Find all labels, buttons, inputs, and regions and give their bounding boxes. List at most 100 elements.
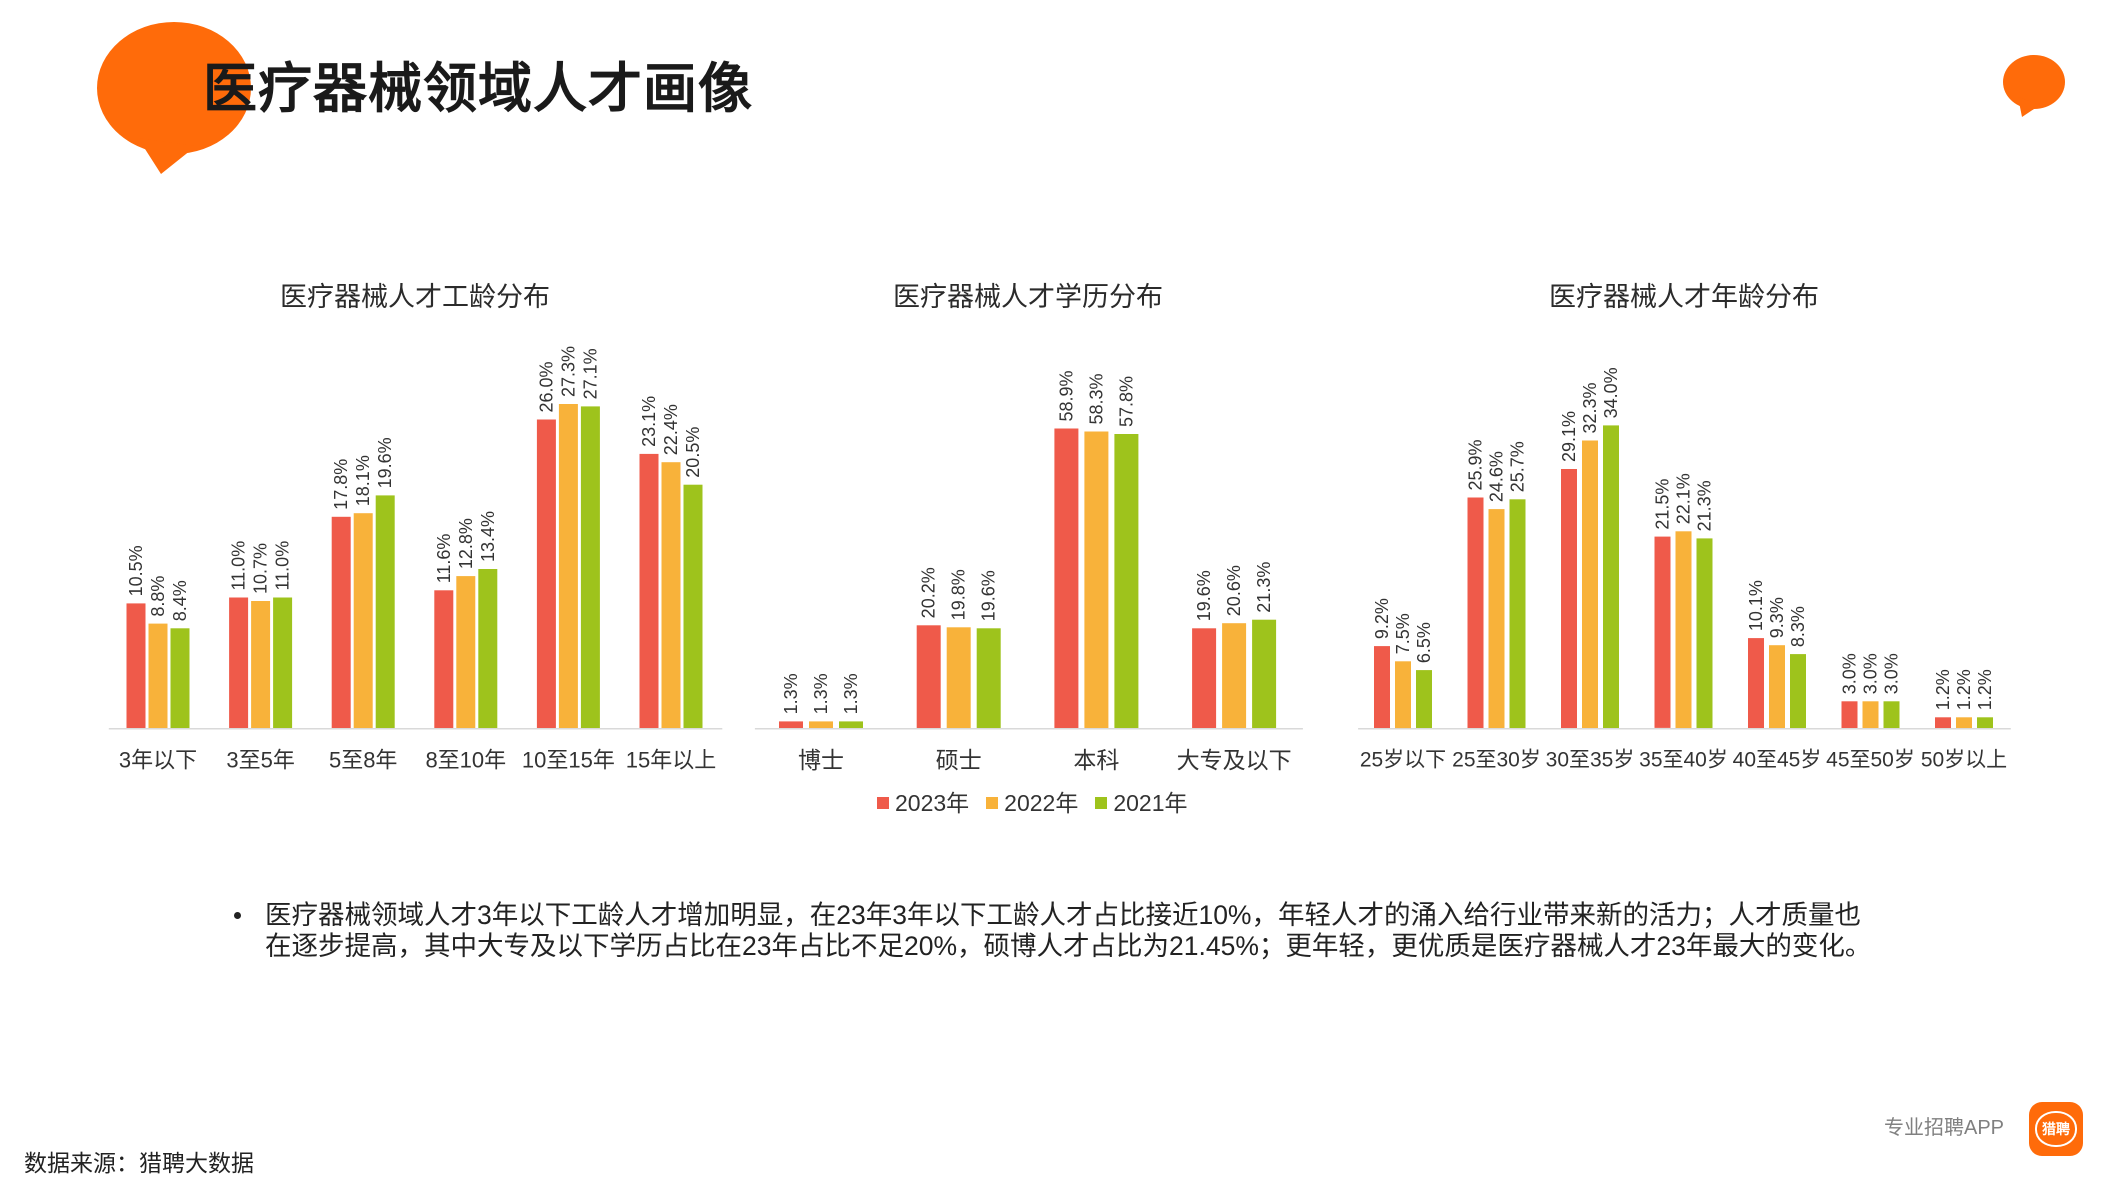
corner-bubble-tail bbox=[2018, 97, 2040, 117]
bar-series-2-category-1 bbox=[1509, 499, 1526, 728]
corner-speech-bubble-icon bbox=[2003, 55, 2065, 117]
summary-line-1: 医疗器械领域人才3年以下工龄人才增加明显，在23年3年以下工龄人才占比接近10%… bbox=[265, 900, 1861, 930]
value-label: 27.1% bbox=[580, 348, 600, 399]
value-label: 19.6% bbox=[1194, 570, 1214, 621]
value-label: 3.0% bbox=[1840, 653, 1860, 694]
legend-label-2021: 2021年 bbox=[1113, 790, 1188, 816]
bar-series-2-category-0 bbox=[839, 721, 863, 728]
value-label: 9.3% bbox=[1767, 597, 1787, 638]
legend-swatch-2023 bbox=[877, 797, 889, 809]
page-title: 医疗器械领域人才画像 bbox=[203, 59, 753, 119]
category-label: 15年以上 bbox=[626, 748, 716, 773]
chart-age: 9.2% 7.5% 6.5% 25岁以下 25.9% 24.6% 25.7% 25至30岁 29… bbox=[1358, 367, 2011, 772]
value-label: 9.2% bbox=[1372, 598, 1392, 639]
value-label: 13.4% bbox=[478, 511, 498, 562]
value-label: 19.6% bbox=[979, 570, 999, 621]
bar-series-2-category-4 bbox=[580, 406, 600, 728]
bar-series-0-category-4 bbox=[536, 419, 556, 728]
value-label: 21.5% bbox=[1653, 479, 1673, 530]
bar-series-1-category-2 bbox=[1582, 440, 1598, 728]
value-label: 1.2% bbox=[1954, 669, 1974, 710]
bar-series-1-category-3 bbox=[1222, 623, 1247, 728]
value-label: 19.8% bbox=[949, 569, 969, 620]
summary-line-2: 在逐步提高，其中大专及以下学历占比在23年占比不足20%，硕博人才占比为21.4… bbox=[265, 931, 1872, 961]
legend: 2023年 2022年 2021年 bbox=[877, 788, 1188, 818]
summary-text: 医疗器械领域人才3年以下工龄人才增加明显，在23年3年以下工龄人才占比接近10%… bbox=[265, 900, 1871, 962]
value-label: 20.2% bbox=[919, 567, 939, 618]
value-label: 12.8% bbox=[456, 518, 476, 569]
bar-series-2-category-2 bbox=[1603, 425, 1619, 728]
bar-series-2-category-3 bbox=[1252, 619, 1277, 728]
bar-series-1-category-5 bbox=[1862, 701, 1879, 728]
bar-series-2-category-0 bbox=[1416, 670, 1432, 728]
value-label: 11.0% bbox=[273, 541, 293, 591]
value-label: 1.3% bbox=[811, 673, 831, 714]
bar-series-1-category-5 bbox=[661, 462, 681, 728]
legend-item-2022: 2022年 bbox=[986, 788, 1078, 818]
bar-series-1-category-0 bbox=[1395, 661, 1411, 729]
value-label: 1.3% bbox=[841, 673, 861, 714]
logo-text: 猎聘 bbox=[2035, 1111, 2077, 1147]
bar-series-0-category-1 bbox=[1467, 497, 1484, 728]
category-label: 本科 bbox=[1073, 747, 1119, 773]
bar-series-1-category-1 bbox=[251, 601, 271, 728]
legend-label-2022: 2022年 bbox=[1004, 790, 1079, 816]
bar-series-2-category-6 bbox=[1977, 717, 1993, 728]
bar-series-1-category-3 bbox=[1675, 531, 1692, 728]
value-label: 58.3% bbox=[1086, 373, 1106, 424]
category-label: 25岁以下 bbox=[1360, 749, 1446, 772]
value-label: 10.5% bbox=[126, 545, 146, 596]
bar-series-1-category-0 bbox=[148, 623, 168, 728]
chart-work-years: 10.5% 8.8% 8.4% 3年以下 11.0% 10.7% 11.0% 3至5年 17.8… bbox=[108, 346, 723, 773]
chart-title-education: 医疗器械人才学历分布 bbox=[893, 282, 1163, 312]
category-label: 10至15年 bbox=[522, 748, 615, 773]
bar-series-1-category-2 bbox=[1084, 431, 1109, 728]
bar-series-1-category-4 bbox=[1769, 645, 1785, 728]
bar-series-2-category-2 bbox=[1114, 434, 1139, 728]
value-label: 22.4% bbox=[661, 404, 681, 455]
bullet-dot-icon bbox=[234, 912, 241, 919]
bar-series-2-category-0 bbox=[170, 628, 190, 728]
value-label: 1.2% bbox=[1975, 669, 1995, 710]
value-label: 6.5% bbox=[1414, 622, 1434, 663]
corner-bubble-body bbox=[2003, 55, 2065, 109]
bar-series-1-category-3 bbox=[456, 576, 476, 728]
value-label: 27.3% bbox=[558, 346, 578, 397]
bar-series-0-category-0 bbox=[779, 721, 803, 728]
value-label: 21.3% bbox=[1254, 562, 1274, 613]
category-label: 3年以下 bbox=[119, 748, 197, 773]
value-label: 11.0% bbox=[229, 541, 249, 591]
bar-series-0-category-1 bbox=[916, 625, 941, 728]
value-label: 8.3% bbox=[1788, 606, 1808, 647]
value-label: 3.0% bbox=[1861, 653, 1881, 694]
value-label: 21.3% bbox=[1695, 480, 1715, 531]
category-label: 35至40岁 bbox=[1639, 749, 1728, 772]
bar-series-0-category-2 bbox=[1561, 469, 1577, 728]
bar-series-1-category-2 bbox=[353, 513, 373, 728]
bar-series-0-category-3 bbox=[434, 590, 454, 728]
legend-swatch-2022 bbox=[986, 797, 999, 809]
value-label: 24.6% bbox=[1487, 451, 1507, 502]
chart-education: 1.3% 1.3% 1.3% 博士 20.2% 19.8% 19.6% 硕士 58.9% 58.3… bbox=[754, 370, 1303, 773]
bar-series-0-category-0 bbox=[126, 603, 146, 728]
app-tagline: 专业招聘APP bbox=[1884, 1117, 2005, 1139]
value-label: 57.8% bbox=[1116, 376, 1136, 427]
value-label: 7.5% bbox=[1393, 613, 1413, 654]
value-label: 8.8% bbox=[148, 576, 168, 617]
category-label: 8至10年 bbox=[425, 748, 506, 773]
value-label: 19.6% bbox=[375, 437, 395, 488]
value-label: 10.7% bbox=[251, 543, 271, 594]
category-label: 50岁以上 bbox=[1921, 749, 2007, 772]
speech-bubble-icon bbox=[97, 22, 251, 174]
bar-series-1-category-1 bbox=[1488, 509, 1505, 728]
bar-series-0-category-4 bbox=[1748, 638, 1764, 728]
value-label: 1.3% bbox=[781, 673, 801, 714]
bar-series-2-category-4 bbox=[1790, 654, 1806, 728]
chart-title-work-years: 医疗器械人才工龄分布 bbox=[280, 282, 550, 312]
value-label: 25.9% bbox=[1466, 439, 1486, 490]
value-label: 23.1% bbox=[639, 396, 659, 447]
category-label: 5至8年 bbox=[329, 748, 397, 773]
value-label: 18.1% bbox=[353, 455, 373, 506]
legend-item-2021: 2021年 bbox=[1095, 788, 1188, 818]
value-label: 20.5% bbox=[683, 427, 703, 478]
